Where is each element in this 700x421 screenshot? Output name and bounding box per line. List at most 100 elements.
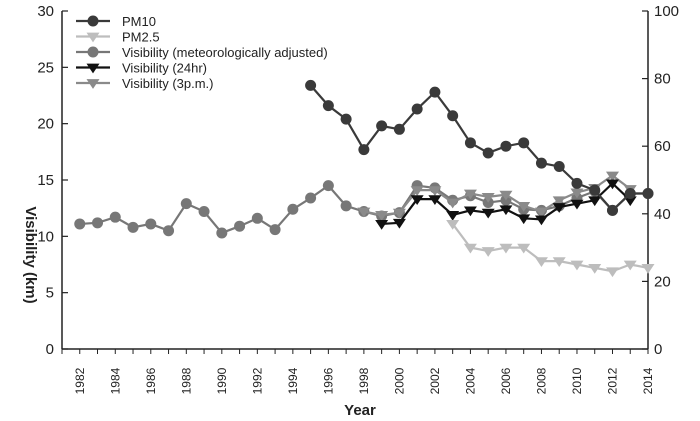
data-point [641,263,655,274]
y-tick-label: 15 [37,172,54,189]
y-tick-label: 30 [37,3,54,20]
data-point [605,171,619,182]
series-line [363,174,631,217]
series-3 [375,179,637,230]
data-point [517,243,531,254]
x-tick-label: 2004 [463,367,477,394]
x-tick-label: 1988 [179,367,193,394]
data-point [375,211,389,221]
data-point [553,160,565,172]
data-point [269,224,281,236]
data-point [481,208,495,219]
data-point [517,214,531,225]
data-point [518,137,530,149]
x-axis-title: Year [344,402,376,419]
data-point [180,198,192,210]
legend-label: Visibility (meteorologically adjusted) [122,45,328,60]
data-point [605,267,619,278]
y-tick-label: 20 [37,116,54,133]
data-point [463,206,477,217]
data-point [340,200,352,212]
data-point [305,192,317,204]
data-point [535,157,547,169]
data-point [375,220,389,230]
y2-tick-label: 40 [654,206,671,223]
data-point [216,227,228,239]
legend-label: PM10 [122,14,156,29]
series-0 [305,79,654,216]
y-tick-label: 10 [37,228,54,245]
data-point [163,225,175,237]
data-point [642,188,654,200]
data-point [411,103,423,115]
data-point [482,147,494,159]
data-point [552,196,566,207]
legend-label: Visibility (24hr) [122,61,207,76]
data-point [428,186,442,196]
data-point [571,177,583,189]
data-point [605,179,619,190]
data-point [127,221,139,233]
y2-tick-label: 60 [654,138,671,155]
x-tick-label: 1990 [215,367,229,394]
data-point [446,220,460,230]
data-point [589,184,601,196]
data-point [552,203,566,213]
axes: 0 5 10 15 20 25 30 0 20 40 60 80 100 1982 1984 1986 1988… [37,3,679,394]
y-axis-title: Visibility (km) [22,206,39,303]
x-tick-label: 1998 [357,367,371,394]
data-point [463,243,477,254]
data-point [428,195,442,206]
x-tick-label: 2006 [499,367,513,394]
data-point [357,207,371,218]
legend-marker [86,32,100,43]
data-point [499,205,513,216]
y-tick-label: 25 [37,59,54,76]
x-tick-label: 1982 [73,367,87,394]
data-point [446,198,460,209]
legend-label: Visibility (3p.m.) [122,76,214,91]
data-point [623,260,637,271]
data-point [481,193,495,203]
x-tick-label: 2014 [641,367,655,394]
data-point [623,196,637,207]
legend-marker [87,15,99,27]
data-point [499,190,513,201]
series-1 [446,220,655,278]
data-point [446,211,460,221]
legend-marker [86,79,100,89]
data-point [92,217,104,229]
data-point [109,211,121,223]
x-tick-label: 2002 [428,367,442,394]
data-point [392,218,406,229]
data-point [534,257,548,267]
data-point [358,144,370,156]
data-point [234,220,246,232]
data-point [145,218,157,230]
y-tick-label: 0 [46,341,54,358]
data-point [570,199,584,210]
x-tick-label: 1996 [321,367,335,394]
y2-tick-label: 0 [654,341,662,358]
x-tick-label: 2010 [570,367,584,394]
data-point [447,110,459,122]
data-point [606,204,618,216]
data-point [570,260,584,271]
data-point [588,263,602,274]
data-point [74,218,86,230]
x-tick-label: 1992 [250,367,264,394]
x-tick-label: 2012 [605,367,619,394]
data-point [393,123,405,135]
x-tick-label: 2000 [392,367,406,394]
data-point [198,206,210,218]
data-point [624,188,636,200]
data-point [588,196,602,207]
data-point [534,207,548,218]
data-point [410,186,424,196]
data-point [481,247,495,257]
x-tick-label: 1994 [286,367,300,394]
y2-tick-label: 80 [654,71,671,88]
data-point [552,257,566,267]
data-point [251,212,263,224]
